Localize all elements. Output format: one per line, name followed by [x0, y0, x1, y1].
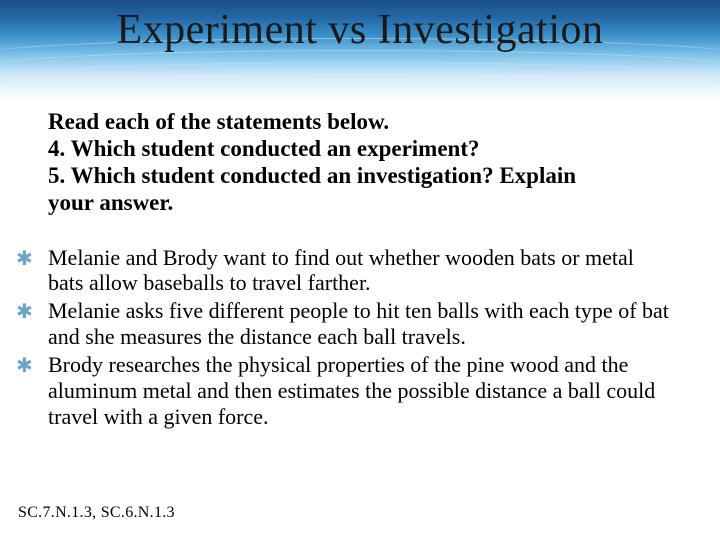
asterisk-icon: ✱ [16, 352, 48, 430]
list-item: ✱ Melanie and Brody want to find out whe… [48, 245, 672, 297]
list-item: ✱ Melanie asks five different people to … [48, 298, 672, 350]
asterisk-icon: ✱ [16, 298, 48, 350]
standards-footer: SC.7.N.1.3, SC.6.N.1.3 [18, 504, 175, 522]
slide-body: Read each of the statements below. 4. Wh… [0, 108, 720, 430]
slide-title: Experiment vs Investigation [0, 6, 720, 54]
bullet-list: ✱ Melanie and Brody want to find out whe… [48, 245, 672, 431]
intro-line: your answer. [48, 189, 672, 216]
intro-line: 5. Which student conducted an investigat… [48, 162, 672, 189]
bullet-text: Brody researches the physical properties… [48, 352, 672, 430]
intro-block: Read each of the statements below. 4. Wh… [48, 108, 672, 217]
list-item: ✱ Brody researches the physical properti… [48, 352, 672, 430]
bullet-text: Melanie and Brody want to find out wheth… [48, 245, 672, 297]
asterisk-icon: ✱ [16, 245, 48, 297]
bullet-text: Melanie asks five different people to hi… [48, 298, 672, 350]
intro-line: 4. Which student conducted an experiment… [48, 135, 672, 162]
intro-line: Read each of the statements below. [48, 108, 672, 135]
title-band: Experiment vs Investigation [0, 0, 720, 100]
